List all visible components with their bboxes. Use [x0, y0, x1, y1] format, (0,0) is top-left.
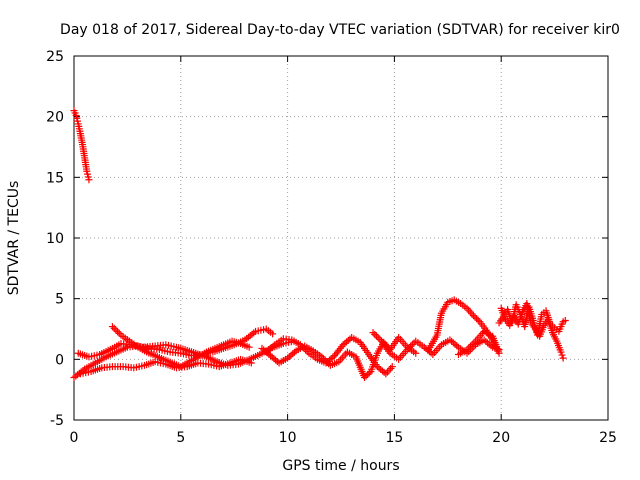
data-point [466, 342, 474, 350]
data-point [245, 343, 253, 351]
data-point [329, 353, 337, 361]
data-point [374, 334, 382, 342]
y-tick-label: 25 [46, 49, 64, 65]
data-points [70, 107, 569, 382]
data-point [403, 346, 411, 354]
y-tick-label: 0 [55, 352, 64, 368]
data-point [453, 342, 461, 350]
data-point [114, 328, 122, 336]
data-point [290, 348, 298, 356]
x-tick-label: 10 [279, 430, 297, 446]
chart-title: Day 018 of 2017, Sidereal Day-to-day VTE… [60, 22, 620, 38]
data-point [269, 342, 277, 350]
data-point [376, 335, 384, 343]
x-tick-label: 15 [385, 430, 403, 446]
data-point [115, 329, 123, 337]
data-point [466, 308, 474, 316]
y-tick-labels: -5 0 5 10 15 20 25 [46, 49, 64, 429]
data-point [472, 337, 480, 345]
data-point [269, 330, 277, 338]
data-point [465, 306, 473, 314]
data-point [371, 330, 379, 338]
data-point [108, 323, 116, 331]
x-tick-label: 20 [492, 430, 510, 446]
data-point [85, 176, 93, 184]
data-point [362, 372, 370, 380]
data-point [557, 348, 565, 356]
data-point [470, 339, 478, 347]
data-point [387, 364, 395, 372]
data-point [360, 374, 368, 382]
data-point [365, 369, 373, 377]
data-point [469, 312, 477, 320]
data-point [473, 315, 481, 323]
data-point [407, 342, 415, 350]
data-point [471, 313, 479, 321]
y-tick-label: 5 [55, 292, 64, 308]
data-point [323, 358, 331, 366]
data-point [383, 368, 391, 376]
data-point [487, 342, 495, 350]
data-point [318, 353, 326, 361]
x-tick-labels: 0 5 10 15 20 25 [70, 430, 617, 446]
data-point [319, 355, 327, 363]
data-point [321, 356, 329, 364]
x-tick-label: 5 [176, 430, 185, 446]
plot-frame [73, 55, 609, 421]
data-point [112, 326, 120, 334]
data-point [465, 344, 473, 352]
x-tick-label: 25 [599, 430, 617, 446]
data-point [468, 310, 476, 318]
data-point [369, 329, 377, 337]
data-point [454, 350, 462, 358]
y-tick-label: 15 [46, 170, 64, 186]
data-point [388, 363, 396, 371]
data-point [559, 354, 567, 362]
data-point [364, 371, 372, 378]
data-point [468, 341, 476, 349]
data-point [474, 316, 482, 324]
data-point [408, 341, 416, 349]
data-point [561, 317, 569, 325]
data-point [325, 360, 333, 368]
y-axis-label: SDTVAR / TECUs [6, 181, 22, 296]
data-point [412, 349, 420, 357]
data-point [558, 351, 566, 359]
grid [74, 56, 608, 420]
y-tick-label: 20 [46, 110, 64, 126]
data-point [405, 344, 413, 352]
data-point [372, 332, 380, 340]
data-point [247, 359, 255, 367]
y-tick-label: -5 [50, 413, 64, 429]
x-axis-label: GPS time / hours [282, 458, 399, 474]
x-tick-label: 0 [70, 430, 79, 446]
data-point [110, 324, 118, 332]
y-tick-label: 10 [46, 231, 64, 247]
